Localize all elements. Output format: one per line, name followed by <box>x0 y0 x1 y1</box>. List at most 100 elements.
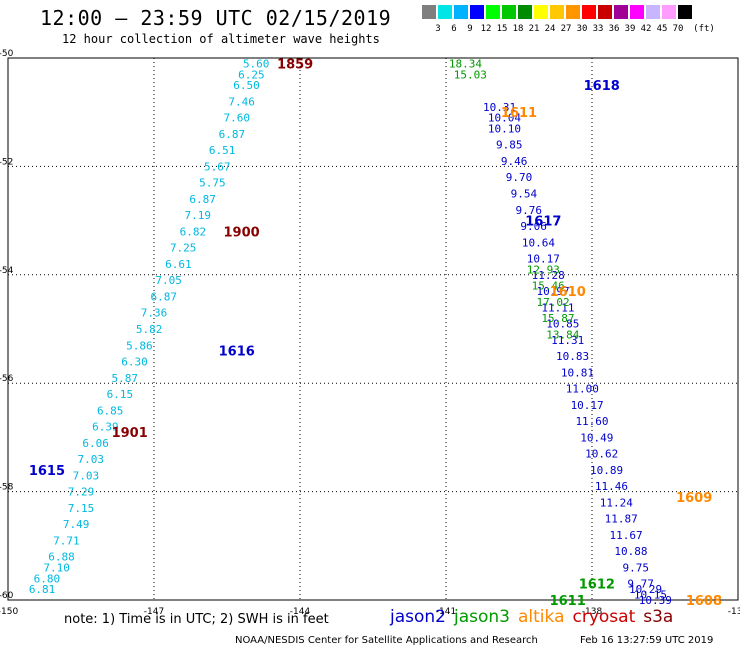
wave-height-point: 6.06 <box>82 437 109 450</box>
wave-height-point: 7.25 <box>170 242 197 255</box>
wave-height-point: 15.87 <box>541 312 574 325</box>
wave-height-point: 7.10 <box>43 561 70 574</box>
color-swatch <box>614 5 629 19</box>
color-scale-label: 33 <box>592 24 604 34</box>
wave-height-point: 5.87 <box>112 372 139 385</box>
wave-height-point: 10.29 <box>629 583 662 596</box>
wave-height-point: 5.67 <box>204 160 231 173</box>
wave-height-point: 17.02 <box>537 296 570 309</box>
pass-time-label: 1609 <box>676 491 712 506</box>
page-title: 12:00 – 23:59 UTC 02/15/2019 <box>40 6 392 30</box>
color-scale-label: 24 <box>544 24 556 34</box>
color-swatch <box>486 5 501 19</box>
color-swatch <box>662 5 677 19</box>
wave-height-point: 6.50 <box>233 79 260 92</box>
wave-height-point: 7.71 <box>53 534 80 547</box>
color-swatch <box>422 5 437 19</box>
wave-height-point: 7.15 <box>68 502 95 515</box>
color-swatch <box>550 5 565 19</box>
wave-height-point: 11.24 <box>600 496 633 509</box>
lon-tick-label: -135 <box>728 607 740 617</box>
lon-tick-label: -144 <box>290 607 311 617</box>
wave-height-point: 10.15 <box>634 589 667 602</box>
wave-height-point: 7.36 <box>141 307 168 320</box>
wave-height-point: 13.84 <box>546 328 579 341</box>
color-scale-label: 70 <box>672 24 684 34</box>
color-swatch <box>518 5 533 19</box>
wave-height-point: 11.46 <box>595 480 628 493</box>
wave-height-point: 10.04 <box>488 112 521 125</box>
wave-height-point: 5.60 <box>243 57 270 70</box>
wave-height-point: 10.17 <box>571 399 604 412</box>
color-scale-unit: (ft) <box>693 24 715 34</box>
legend-item: jason2 <box>390 607 446 627</box>
wave-height-point: 9.46 <box>501 155 528 168</box>
color-scale-label: 12 <box>480 24 492 34</box>
wave-height-point: 6.87 <box>150 290 177 303</box>
wave-height-point: 12.93 <box>527 263 560 276</box>
wave-height-point: 6.85 <box>97 404 124 417</box>
lat-tick-label: -54 <box>0 266 14 276</box>
legend-item: altika <box>518 607 565 627</box>
wave-height-point: 10.85 <box>546 318 579 331</box>
lat-tick-label: -60 <box>0 591 14 601</box>
lat-tick-label: -58 <box>0 483 14 493</box>
wave-height-point: 10.10 <box>488 122 521 135</box>
wave-height-point: 10.31 <box>483 101 516 114</box>
pass-time-label: 1611 <box>501 106 537 121</box>
wave-height-point: 6.88 <box>48 551 75 564</box>
page-subtitle: 12 hour collection of altimeter wave hei… <box>62 32 380 46</box>
wave-height-point: 10.81 <box>561 366 594 379</box>
wave-height-point: 6.80 <box>34 572 61 585</box>
pass-time-label: 1608 <box>686 594 722 609</box>
color-swatch <box>438 5 453 19</box>
lat-tick-label: -52 <box>0 157 13 167</box>
wave-height-point: 10.97 <box>537 285 570 298</box>
legend-item: jason3 <box>454 607 510 627</box>
map-frame <box>7 57 739 601</box>
wave-height-point: 11.60 <box>575 415 608 428</box>
wave-height-point: 9.76 <box>515 204 542 217</box>
wave-height-point: 6.39 <box>92 421 119 434</box>
lat-tick-label: -50 <box>0 49 14 59</box>
pass-time-label: 1611 <box>550 594 586 609</box>
wave-height-point: 7.29 <box>68 486 95 499</box>
wave-height-point: 7.03 <box>77 453 104 466</box>
wave-height-point: 7.46 <box>228 95 255 108</box>
wave-height-point: 7.03 <box>73 469 100 482</box>
wave-height-point: 11.00 <box>566 383 599 396</box>
legend-item: cryosat <box>572 607 636 627</box>
pass-time-label: 1859 <box>277 57 313 72</box>
wave-height-point: 10.64 <box>522 236 555 249</box>
color-swatch <box>502 5 517 19</box>
color-scale-label: 39 <box>624 24 636 34</box>
wave-height-point: 10.49 <box>580 431 613 444</box>
color-swatch <box>566 5 581 19</box>
color-scale-label: 30 <box>576 24 588 34</box>
color-scale-label: 9 <box>467 24 473 34</box>
wave-height-point: 7.49 <box>63 518 90 531</box>
wave-height-point: 5.75 <box>199 177 226 190</box>
wave-height-point: 18.34 <box>449 57 482 70</box>
wave-height-point: 10.39 <box>639 594 672 607</box>
wave-height-point: 7.19 <box>185 209 212 222</box>
color-scale-label: 3 <box>435 24 441 34</box>
wave-height-point: 10.17 <box>527 253 560 266</box>
wave-height-point: 9.77 <box>627 578 654 591</box>
wave-height-point: 6.81 <box>29 583 56 596</box>
wave-height-point: 6.82 <box>180 225 207 238</box>
wave-height-point: 11.11 <box>541 301 574 314</box>
wave-height-point: 10.88 <box>614 545 647 558</box>
wave-height-point: 9.06 <box>520 220 547 233</box>
wave-height-point: 6.87 <box>219 128 246 141</box>
wave-height-point: 9.85 <box>496 139 523 152</box>
pass-time-label: 1901 <box>112 426 148 441</box>
pass-time-label: 1617 <box>525 215 561 230</box>
lon-tick-label: -138 <box>582 607 603 617</box>
wave-height-point: 15.46 <box>532 280 565 293</box>
color-swatch <box>598 5 613 19</box>
wave-height-point: 7.05 <box>155 274 182 287</box>
wave-height-point: 6.30 <box>121 356 148 369</box>
color-swatch <box>678 5 693 19</box>
wave-height-point: 9.54 <box>511 188 538 201</box>
